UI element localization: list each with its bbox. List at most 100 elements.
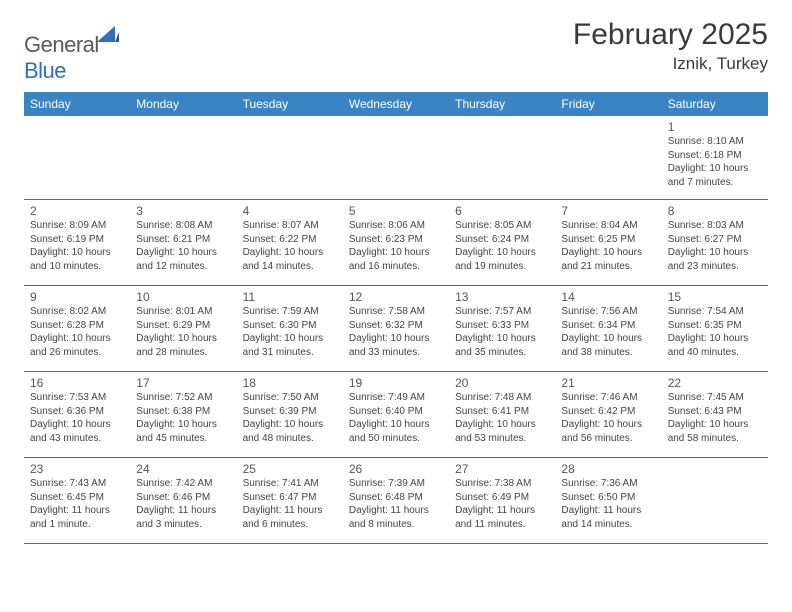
daylight-text-2: and 23 minutes. [668,260,762,274]
day-info: Sunrise: 7:43 AMSunset: 6:45 PMDaylight:… [30,477,124,531]
calendar-cell: 12Sunrise: 7:58 AMSunset: 6:32 PMDayligh… [343,286,449,372]
calendar-body: 1Sunrise: 8:10 AMSunset: 6:18 PMDaylight… [24,116,768,544]
header: General Blue February 2025 Iznik, Turkey [24,18,768,84]
sunrise-text: Sunrise: 8:06 AM [349,219,443,233]
day-info: Sunrise: 8:10 AMSunset: 6:18 PMDaylight:… [668,135,762,189]
daylight-text-2: and 38 minutes. [561,346,655,360]
weekday-header: Saturday [662,92,768,116]
daylight-text-2: and 56 minutes. [561,432,655,446]
weekday-header: Thursday [449,92,555,116]
daylight-text-1: Daylight: 10 hours [455,418,549,432]
day-number: 27 [455,462,549,476]
weekday-header-row: Sunday Monday Tuesday Wednesday Thursday… [24,92,768,116]
sunset-text: Sunset: 6:21 PM [136,233,230,247]
sunset-text: Sunset: 6:39 PM [243,405,337,419]
brand-text-block: General Blue [24,26,119,84]
calendar-cell: 17Sunrise: 7:52 AMSunset: 6:38 PMDayligh… [130,372,236,458]
day-info: Sunrise: 7:53 AMSunset: 6:36 PMDaylight:… [30,391,124,445]
daylight-text-1: Daylight: 10 hours [561,246,655,260]
calendar-cell: 6Sunrise: 8:05 AMSunset: 6:24 PMDaylight… [449,200,555,286]
sunset-text: Sunset: 6:42 PM [561,405,655,419]
sunset-text: Sunset: 6:40 PM [349,405,443,419]
day-number: 16 [30,376,124,390]
daylight-text-1: Daylight: 10 hours [668,418,762,432]
sunset-text: Sunset: 6:33 PM [455,319,549,333]
sunrise-text: Sunrise: 8:10 AM [668,135,762,149]
daylight-text-2: and 35 minutes. [455,346,549,360]
calendar-row: 9Sunrise: 8:02 AMSunset: 6:28 PMDaylight… [24,286,768,372]
sunset-text: Sunset: 6:36 PM [30,405,124,419]
sunset-text: Sunset: 6:28 PM [30,319,124,333]
daylight-text-1: Daylight: 10 hours [30,332,124,346]
daylight-text-1: Daylight: 10 hours [243,246,337,260]
sunset-text: Sunset: 6:35 PM [668,319,762,333]
daylight-text-2: and 7 minutes. [668,176,762,190]
sail-icon [97,26,119,42]
calendar-cell: 3Sunrise: 8:08 AMSunset: 6:21 PMDaylight… [130,200,236,286]
calendar-cell: 22Sunrise: 7:45 AMSunset: 6:43 PMDayligh… [662,372,768,458]
day-info: Sunrise: 8:03 AMSunset: 6:27 PMDaylight:… [668,219,762,273]
title-block: February 2025 Iznik, Turkey [573,18,768,74]
month-title: February 2025 [573,18,768,52]
daylight-text-1: Daylight: 11 hours [455,504,549,518]
sunrise-text: Sunrise: 7:59 AM [243,305,337,319]
daylight-text-2: and 31 minutes. [243,346,337,360]
day-info: Sunrise: 7:36 AMSunset: 6:50 PMDaylight:… [561,477,655,531]
calendar-cell: 21Sunrise: 7:46 AMSunset: 6:42 PMDayligh… [555,372,661,458]
day-number: 15 [668,290,762,304]
day-number: 21 [561,376,655,390]
day-number: 24 [136,462,230,476]
day-number: 25 [243,462,337,476]
calendar-cell: 5Sunrise: 8:06 AMSunset: 6:23 PMDaylight… [343,200,449,286]
brand-logo: General Blue [24,18,119,84]
sunrise-text: Sunrise: 8:03 AM [668,219,762,233]
daylight-text-1: Daylight: 11 hours [349,504,443,518]
daylight-text-1: Daylight: 10 hours [349,418,443,432]
daylight-text-1: Daylight: 11 hours [136,504,230,518]
sunset-text: Sunset: 6:25 PM [561,233,655,247]
daylight-text-2: and 58 minutes. [668,432,762,446]
sunset-text: Sunset: 6:23 PM [349,233,443,247]
sunrise-text: Sunrise: 8:07 AM [243,219,337,233]
weekday-header: Wednesday [343,92,449,116]
sunrise-text: Sunrise: 7:53 AM [30,391,124,405]
sunrise-text: Sunrise: 7:57 AM [455,305,549,319]
day-info: Sunrise: 7:42 AMSunset: 6:46 PMDaylight:… [136,477,230,531]
day-info: Sunrise: 7:48 AMSunset: 6:41 PMDaylight:… [455,391,549,445]
day-number: 23 [30,462,124,476]
daylight-text-1: Daylight: 10 hours [455,246,549,260]
daylight-text-1: Daylight: 11 hours [243,504,337,518]
daylight-text-1: Daylight: 10 hours [136,246,230,260]
daylight-text-1: Daylight: 10 hours [668,162,762,176]
calendar-cell: 16Sunrise: 7:53 AMSunset: 6:36 PMDayligh… [24,372,130,458]
sunrise-text: Sunrise: 7:39 AM [349,477,443,491]
calendar-row: 2Sunrise: 8:09 AMSunset: 6:19 PMDaylight… [24,200,768,286]
sunrise-text: Sunrise: 7:45 AM [668,391,762,405]
calendar-cell [237,116,343,200]
sunrise-text: Sunrise: 8:04 AM [561,219,655,233]
day-info: Sunrise: 7:46 AMSunset: 6:42 PMDaylight:… [561,391,655,445]
day-info: Sunrise: 7:57 AMSunset: 6:33 PMDaylight:… [455,305,549,359]
sunrise-text: Sunrise: 7:58 AM [349,305,443,319]
day-info: Sunrise: 7:50 AMSunset: 6:39 PMDaylight:… [243,391,337,445]
calendar-cell [130,116,236,200]
daylight-text-2: and 6 minutes. [243,518,337,532]
sunset-text: Sunset: 6:45 PM [30,491,124,505]
daylight-text-1: Daylight: 10 hours [668,332,762,346]
daylight-text-2: and 50 minutes. [349,432,443,446]
sunset-text: Sunset: 6:49 PM [455,491,549,505]
sunset-text: Sunset: 6:41 PM [455,405,549,419]
calendar-cell: 20Sunrise: 7:48 AMSunset: 6:41 PMDayligh… [449,372,555,458]
sunset-text: Sunset: 6:19 PM [30,233,124,247]
sunrise-text: Sunrise: 8:08 AM [136,219,230,233]
daylight-text-1: Daylight: 10 hours [136,332,230,346]
calendar-cell [449,116,555,200]
calendar-cell: 24Sunrise: 7:42 AMSunset: 6:46 PMDayligh… [130,458,236,544]
daylight-text-2: and 14 minutes. [243,260,337,274]
calendar-cell: 2Sunrise: 8:09 AMSunset: 6:19 PMDaylight… [24,200,130,286]
calendar-cell: 7Sunrise: 8:04 AMSunset: 6:25 PMDaylight… [555,200,661,286]
day-info: Sunrise: 8:02 AMSunset: 6:28 PMDaylight:… [30,305,124,359]
sunrise-text: Sunrise: 7:56 AM [561,305,655,319]
location-label: Iznik, Turkey [573,54,768,74]
calendar-cell: 25Sunrise: 7:41 AMSunset: 6:47 PMDayligh… [237,458,343,544]
